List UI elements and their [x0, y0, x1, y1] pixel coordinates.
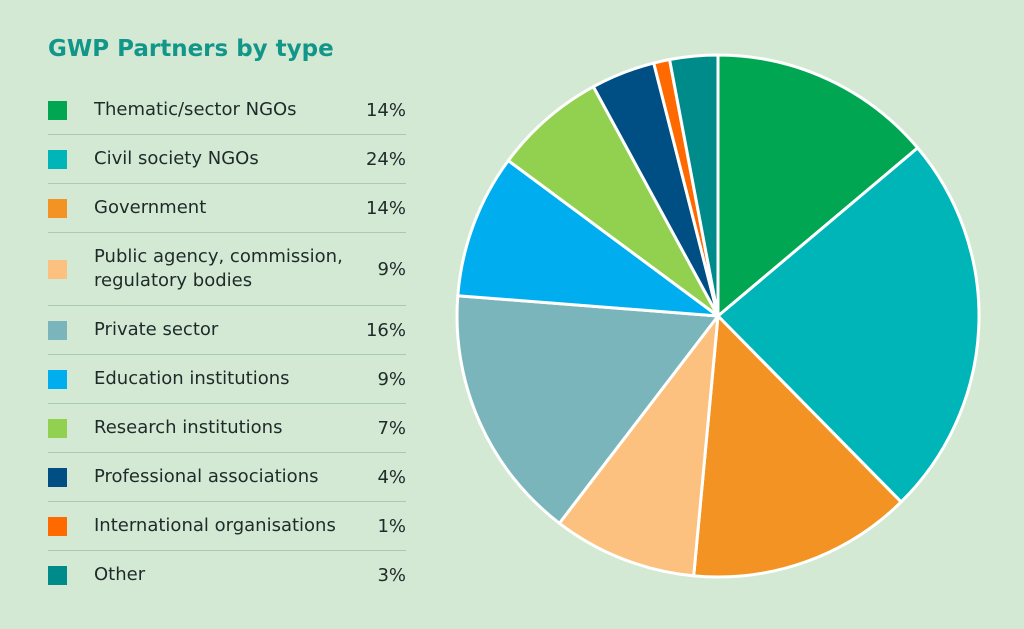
legend-value: 24%	[365, 148, 406, 170]
legend-label: Research institutions	[94, 417, 283, 438]
legend-swatch	[48, 565, 67, 585]
legend-item: International organisations 1%	[48, 502, 406, 551]
pie-slice	[716, 53, 920, 318]
legend-item: Public agency, commission, regulatory bo…	[48, 233, 406, 306]
legend-label: Education institutions	[94, 368, 290, 389]
pie-slice	[668, 53, 720, 318]
legend-swatch	[48, 100, 67, 120]
legend-item: Research institutions 7%	[48, 404, 406, 453]
legend-value: 7%	[377, 417, 406, 439]
legend-swatch	[48, 418, 67, 438]
legend-swatch	[48, 467, 67, 487]
legend-value: 3%	[377, 564, 406, 586]
legend-item: Other 3%	[48, 551, 406, 599]
legend-value: 9%	[377, 258, 406, 280]
legend: Thematic/sector NGOs 14% Civil society NGO…	[48, 86, 406, 599]
legend-label: Other	[94, 564, 146, 585]
legend-item: Professional associations 4%	[48, 453, 406, 502]
legend-label: Private sector	[94, 319, 219, 340]
legend-swatch	[48, 198, 67, 218]
legend-label: International organisations	[94, 515, 336, 536]
chart-title: GWP Partners by type	[48, 36, 334, 62]
legend-label: Professional associations	[94, 466, 319, 487]
legend-item: Education institutions 9%	[48, 355, 406, 404]
pie-slice	[506, 85, 720, 318]
legend-value: 16%	[365, 319, 406, 341]
pie-slice	[456, 159, 720, 318]
pie-slice	[716, 146, 981, 504]
legend-swatch	[48, 259, 67, 279]
legend-swatch	[48, 516, 67, 536]
legend-item: Private sector 16%	[48, 306, 406, 355]
pie-slice	[557, 314, 720, 578]
pie-slice	[692, 314, 903, 579]
legend-item: Civil society NGOs 24%	[48, 135, 406, 184]
legend-swatch	[48, 149, 67, 169]
pie-slice	[455, 294, 720, 525]
legend-label: Public agency, commission, regulatory bo…	[94, 246, 343, 291]
legend-swatch	[48, 320, 67, 340]
legend-item: Government 14%	[48, 184, 406, 233]
legend-value: 14%	[365, 197, 406, 219]
legend-value: 4%	[377, 466, 406, 488]
legend-value: 14%	[365, 99, 406, 121]
legend-value: 9%	[377, 368, 406, 390]
legend-value: 1%	[377, 515, 406, 537]
legend-swatch	[48, 369, 67, 389]
legend-label: Civil society NGOs	[94, 148, 259, 169]
legend-label: Thematic/sector NGOs	[94, 99, 297, 120]
legend-label: Government	[94, 197, 207, 218]
legend-item: Thematic/sector NGOs 14%	[48, 86, 406, 135]
